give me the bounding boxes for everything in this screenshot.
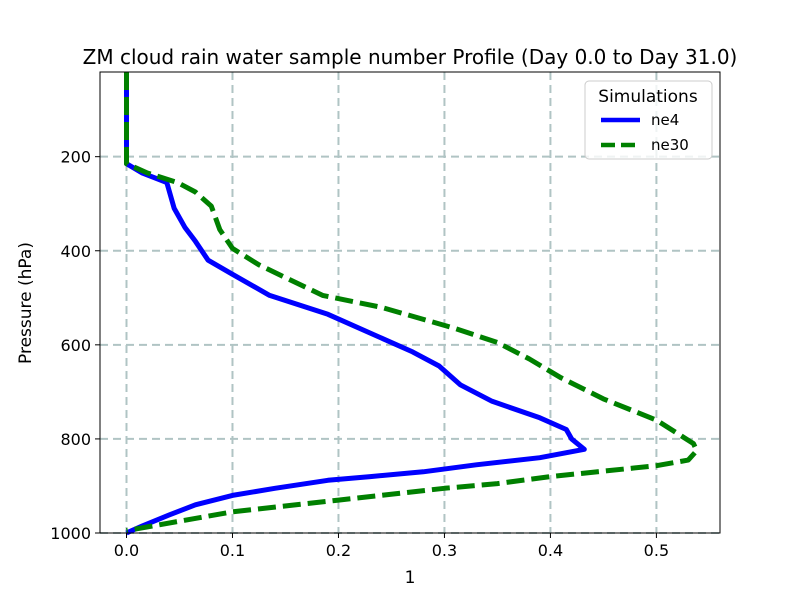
x-tick-label: 0.4: [538, 541, 563, 560]
x-tick-label: 0.5: [644, 541, 669, 560]
legend-label-ne30: ne30: [651, 136, 689, 154]
chart-title: ZM cloud rain water sample number Profil…: [83, 45, 738, 69]
series-layer: [124, 72, 700, 536]
legend-title: Simulations: [598, 87, 698, 107]
y-tick-label: 600: [60, 336, 91, 355]
series-line-ne30: [124, 72, 700, 534]
x-tick-label: 0.2: [326, 541, 351, 560]
series-line-ne4: [124, 72, 587, 536]
legend-box: [584, 80, 713, 160]
y-axis-label: Pressure (hPa): [16, 242, 36, 364]
legend: Simulations ne4 ne30: [584, 80, 713, 160]
x-axis: 0.0 0.1 0.2 0.3 0.4 0.5: [114, 533, 669, 560]
y-axis: 200 400 600 800 1000: [50, 148, 100, 543]
legend-label-ne4: ne4: [651, 111, 679, 129]
y-tick-label: 1000: [50, 524, 91, 543]
y-tick-label: 200: [60, 148, 91, 167]
x-tick-label: 0.3: [432, 541, 457, 560]
y-tick-label: 800: [60, 430, 91, 449]
x-axis-label: 1: [405, 568, 416, 588]
plot-frame: [99, 71, 721, 534]
x-tick-label: 0.0: [114, 541, 139, 560]
x-tick-label: 0.1: [220, 541, 245, 560]
y-tick-label: 400: [60, 242, 91, 261]
